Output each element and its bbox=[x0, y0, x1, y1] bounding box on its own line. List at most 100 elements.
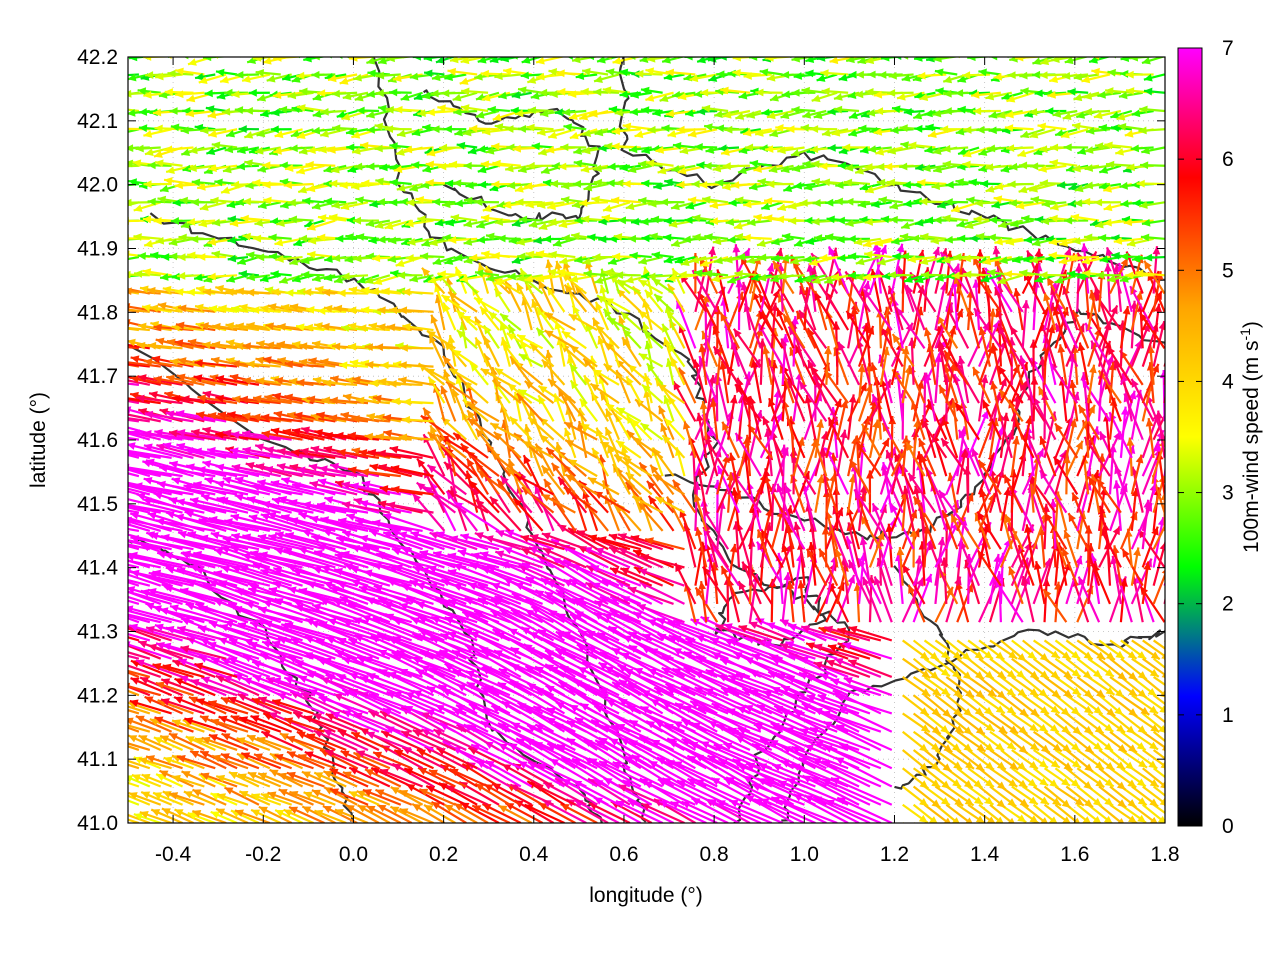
wind-arrow bbox=[386, 690, 434, 715]
wind-arrow bbox=[251, 697, 293, 715]
wind-arrow bbox=[128, 671, 140, 678]
wind-arrow bbox=[400, 730, 445, 751]
wind-arrow bbox=[1033, 822, 1036, 823]
wind-arrow bbox=[128, 201, 129, 203]
wind-arrow bbox=[128, 759, 151, 770]
wind-arrow bbox=[1032, 730, 1063, 753]
wind-arrow bbox=[471, 804, 511, 823]
wind-arrow bbox=[978, 657, 1007, 680]
wind-arrow bbox=[128, 275, 129, 277]
wind-arrow bbox=[215, 68, 238, 77]
wind-arrow bbox=[967, 676, 998, 698]
wind-arrow bbox=[207, 641, 260, 660]
wind-arrow bbox=[1043, 785, 1072, 809]
wind-arrow bbox=[781, 90, 805, 99]
wind-arrow bbox=[173, 696, 216, 715]
wind-arrow bbox=[380, 730, 424, 751]
wind-arrow bbox=[230, 714, 271, 733]
wind-arrow bbox=[137, 640, 183, 660]
wind-arrow bbox=[322, 728, 369, 751]
wind-arrow bbox=[923, 730, 953, 753]
wind-arrow bbox=[524, 803, 565, 823]
wind-arrow bbox=[128, 654, 140, 660]
wind-arrow bbox=[787, 623, 838, 642]
wind-arrow bbox=[532, 705, 587, 733]
wind-arrow bbox=[174, 677, 216, 697]
wind-arrow bbox=[842, 642, 893, 660]
wind-arrow bbox=[261, 640, 314, 660]
wind-arrow bbox=[835, 694, 893, 715]
wind-arrow bbox=[1076, 639, 1106, 661]
wind-arrow bbox=[1109, 639, 1138, 660]
wind-arrow bbox=[238, 716, 282, 733]
wind-arrow bbox=[504, 802, 544, 823]
wind-arrow bbox=[498, 667, 555, 697]
x-tick-label: 0.8 bbox=[700, 843, 729, 866]
wind-arrow bbox=[174, 808, 205, 823]
x-tick-label: 1.8 bbox=[1150, 843, 1179, 866]
wind-arrow bbox=[168, 792, 205, 806]
wind-arrow bbox=[785, 640, 838, 660]
wind-arrow bbox=[128, 420, 129, 422]
wind-arrow bbox=[1152, 657, 1165, 669]
wind-arrow bbox=[1120, 694, 1150, 716]
wind-arrow bbox=[288, 806, 325, 823]
wind-arrow bbox=[303, 791, 336, 806]
wind-arrow bbox=[989, 822, 992, 823]
wind-arrow bbox=[1087, 712, 1114, 733]
x-tick-label: 1.4 bbox=[970, 843, 1000, 866]
wind-arrow bbox=[1163, 595, 1165, 605]
wind-arrow bbox=[1076, 767, 1105, 789]
y-tick-label: 42.1 bbox=[77, 110, 118, 133]
wind-arrow bbox=[1104, 263, 1112, 312]
wind-arrow bbox=[924, 822, 927, 823]
wind-arrow bbox=[901, 577, 925, 623]
wind-arrow bbox=[150, 808, 183, 823]
wind-arrow bbox=[177, 658, 227, 678]
wind-arrow bbox=[825, 659, 871, 678]
wind-arrow bbox=[511, 91, 532, 99]
wind-arrow bbox=[1098, 676, 1125, 699]
wind-arrow bbox=[923, 676, 951, 697]
wind-arrow bbox=[719, 658, 773, 678]
wind-arrow bbox=[133, 201, 162, 212]
wind-arrow bbox=[727, 291, 744, 331]
wind-arrow bbox=[1032, 785, 1062, 807]
wind-arrow bbox=[271, 640, 325, 660]
wind-arrow bbox=[155, 681, 194, 697]
wind-arrow bbox=[1152, 712, 1165, 724]
y-tick-label: 41.7 bbox=[77, 365, 118, 388]
wind-arrow bbox=[935, 822, 938, 823]
wind-arrow bbox=[902, 694, 930, 717]
wind-arrow bbox=[139, 811, 172, 823]
wind-arrow bbox=[1098, 712, 1126, 734]
wind-arrow bbox=[191, 809, 227, 823]
wind-arrow bbox=[1076, 803, 1102, 823]
wind-arrow bbox=[1008, 566, 1024, 605]
wind-arrow bbox=[1043, 694, 1071, 717]
wind-arrow bbox=[663, 417, 686, 441]
wind-arrow bbox=[301, 770, 336, 788]
wind-arrow bbox=[176, 625, 227, 642]
wind-arrow bbox=[956, 639, 985, 660]
wind-arrow bbox=[128, 586, 183, 605]
wind-arrow bbox=[1009, 162, 1034, 171]
wind-arrow bbox=[224, 620, 282, 642]
wind-arrow bbox=[340, 750, 380, 770]
wind-arrow bbox=[1054, 639, 1081, 660]
wind-arrow bbox=[830, 678, 882, 697]
wind-arrow bbox=[1011, 639, 1037, 661]
wind-arrow bbox=[234, 588, 292, 605]
wind-arrow bbox=[956, 749, 985, 772]
wind-arrow bbox=[727, 674, 784, 697]
wind-arrow bbox=[978, 767, 1007, 791]
wind-arrow bbox=[398, 789, 434, 806]
wind-arrow bbox=[813, 661, 860, 678]
wind-arrow bbox=[128, 799, 140, 806]
wind-arrow bbox=[1032, 694, 1061, 715]
wind-arrow bbox=[240, 752, 282, 770]
wind-arrow bbox=[945, 730, 973, 753]
wind-arrow bbox=[872, 242, 882, 294]
colorbar-tick-label: 0 bbox=[1222, 815, 1234, 838]
